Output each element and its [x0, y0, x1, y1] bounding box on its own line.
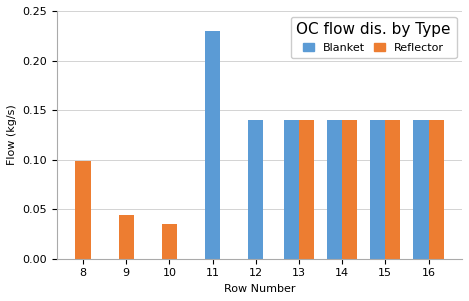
Bar	[429, 120, 444, 259]
Bar	[284, 120, 299, 259]
Y-axis label: Flow (kg/s): Flow (kg/s)	[7, 104, 17, 165]
Bar	[76, 161, 91, 259]
Bar	[413, 120, 429, 259]
Legend: Blanket, Reflector: Blanket, Reflector	[291, 17, 456, 58]
Bar	[299, 120, 314, 259]
Bar	[327, 120, 342, 259]
X-axis label: Row Number: Row Number	[224, 284, 295, 294]
Bar	[386, 120, 401, 259]
Bar	[248, 120, 263, 259]
Bar	[342, 120, 357, 259]
Bar	[162, 224, 177, 259]
Bar	[205, 31, 220, 259]
Bar	[370, 120, 386, 259]
Bar	[119, 215, 134, 259]
